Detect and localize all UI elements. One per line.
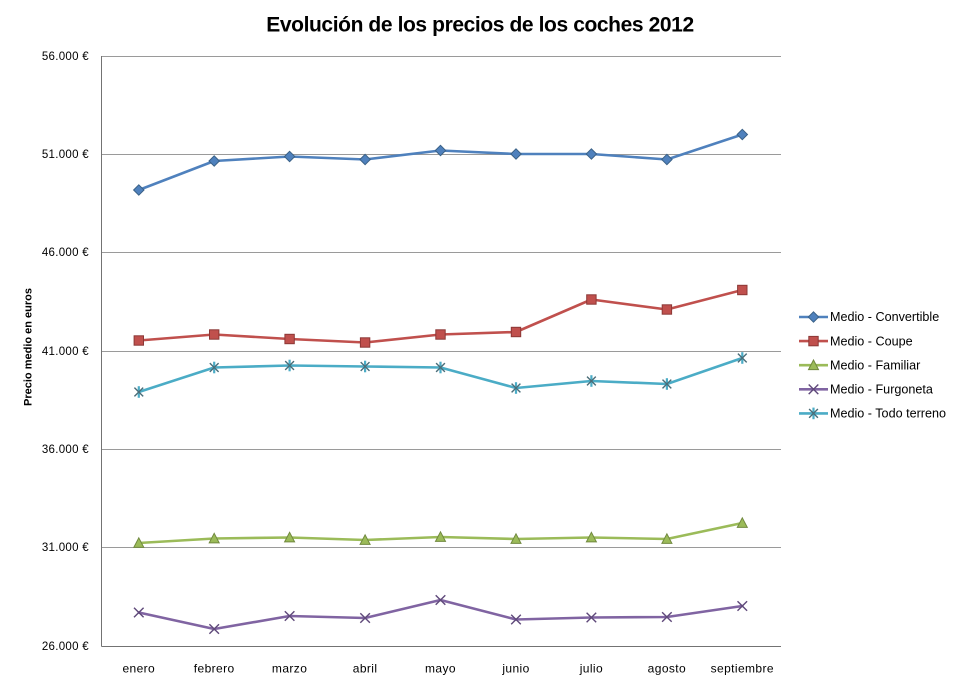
svg-text:Evolución de los precios de lo: Evolución de los precios de los coches 2… (266, 14, 693, 37)
svg-text:41.000 €: 41.000 € (42, 346, 89, 358)
svg-text:26.000 €: 26.000 € (42, 641, 89, 653)
svg-text:Medio - Familiar: Medio - Familiar (830, 358, 920, 372)
svg-text:Medio - Convertible: Medio - Convertible (830, 310, 939, 324)
svg-text:enero: enero (122, 662, 155, 676)
svg-text:51.000 €: 51.000 € (42, 149, 89, 161)
svg-text:36.000 €: 36.000 € (42, 444, 89, 456)
svg-text:56.000 €: 56.000 € (42, 51, 89, 63)
svg-text:junio: junio (501, 662, 529, 676)
svg-text:Medio - Todo terreno: Medio - Todo terreno (830, 407, 946, 421)
svg-text:agosto: agosto (648, 662, 686, 676)
svg-text:septiembre: septiembre (711, 662, 774, 676)
svg-text:mayo: mayo (425, 662, 456, 676)
svg-text:Precio medio en euros: Precio medio en euros (23, 288, 35, 406)
svg-text:marzo: marzo (272, 662, 307, 676)
svg-text:Medio - Furgoneta: Medio - Furgoneta (830, 383, 933, 397)
svg-text:julio: julio (579, 662, 603, 676)
svg-text:Medio - Coupe: Medio - Coupe (830, 334, 913, 348)
svg-text:febrero: febrero (194, 662, 235, 676)
svg-text:31.000 €: 31.000 € (42, 542, 89, 554)
svg-text:46.000 €: 46.000 € (42, 247, 89, 259)
svg-text:abril: abril (353, 662, 378, 676)
